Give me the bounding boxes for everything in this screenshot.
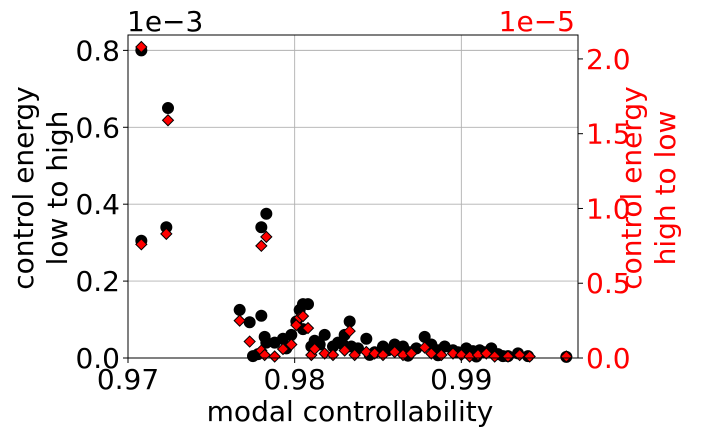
right-axis-exponent: 1e−5 (499, 5, 575, 38)
left-y-tick-label: 0.8 (75, 34, 120, 67)
right-series-point (296, 309, 310, 323)
left-series-point (233, 303, 246, 316)
right-series-point (285, 338, 298, 351)
left-series-point (255, 309, 268, 322)
right-series-point (255, 239, 268, 253)
left-series-point (255, 221, 268, 234)
left-series-point (260, 207, 273, 220)
right-series-point (135, 238, 148, 251)
x-tick-label: 0.98 (263, 363, 325, 396)
right-series-point (161, 114, 175, 127)
right-series-point (233, 314, 246, 327)
axis-title-line: high to low (649, 111, 682, 266)
left-series-point (318, 328, 331, 341)
plot-frame (127, 34, 579, 359)
right-series-point (418, 341, 431, 354)
left-y-tick-label: 0.6 (75, 111, 120, 144)
right-series-point (301, 321, 315, 335)
x-axis-title: modal controllability (207, 395, 494, 428)
right-series-point (326, 348, 340, 362)
right-series-points (135, 40, 573, 363)
left-y-tick-label: 0.4 (75, 188, 120, 221)
right-series-point (488, 350, 501, 363)
left-series-point (247, 350, 259, 363)
right-series-point (560, 350, 573, 363)
right-series-point (501, 350, 515, 363)
right-y-tick-label: 0.5 (586, 267, 631, 300)
left-series-point (260, 336, 273, 349)
right-series-point (160, 227, 173, 241)
x-tick-label: 0.99 (430, 363, 492, 396)
right-series-point (523, 350, 536, 363)
axis-title-line: control energy (7, 86, 40, 290)
right-series-point (135, 40, 148, 54)
right-series-point (338, 344, 351, 357)
right-series-point (446, 347, 460, 360)
x-tick-label: 0.97 (97, 363, 159, 396)
right-series-point (308, 342, 321, 356)
right-series-point (405, 347, 418, 360)
ticks: 0.97 0.98 0.99 0.0 0.2 0.4 0.6 0.8 0.0 0.5 1.0 1.5 2… (75, 34, 630, 396)
grid (127, 35, 578, 359)
right-y-tick-label: 2.0 (586, 43, 631, 76)
right-series-point (260, 230, 273, 244)
left-y-tick-label: 0.2 (75, 265, 120, 298)
left-axis-exponent: 1e−3 (127, 5, 203, 38)
right-series-point (343, 324, 356, 338)
right-series-point (425, 347, 438, 360)
axis-title-line: control energy (615, 86, 648, 290)
right-series-point (368, 347, 381, 360)
right-y-tick-label: 1.5 (586, 118, 631, 151)
right-series-point (276, 342, 290, 356)
right-y-tick-label: 0.0 (586, 342, 631, 375)
left-series-points (135, 44, 573, 363)
right-series-point (243, 335, 256, 348)
right-y-axis-title: control energyhigh to low (615, 86, 682, 290)
left-series-point (302, 298, 314, 311)
left-series-point (162, 102, 174, 115)
left-y-tick-label: 0.0 (75, 342, 120, 375)
right-series-point (318, 347, 331, 360)
left-series-point (360, 332, 373, 345)
right-series-point (268, 350, 281, 363)
left-series-point (243, 316, 256, 329)
axis-title-line: low to high (41, 111, 74, 266)
left-y-axis-title: control energylow to high (7, 86, 74, 290)
right-y-tick-label: 1.0 (586, 192, 631, 225)
